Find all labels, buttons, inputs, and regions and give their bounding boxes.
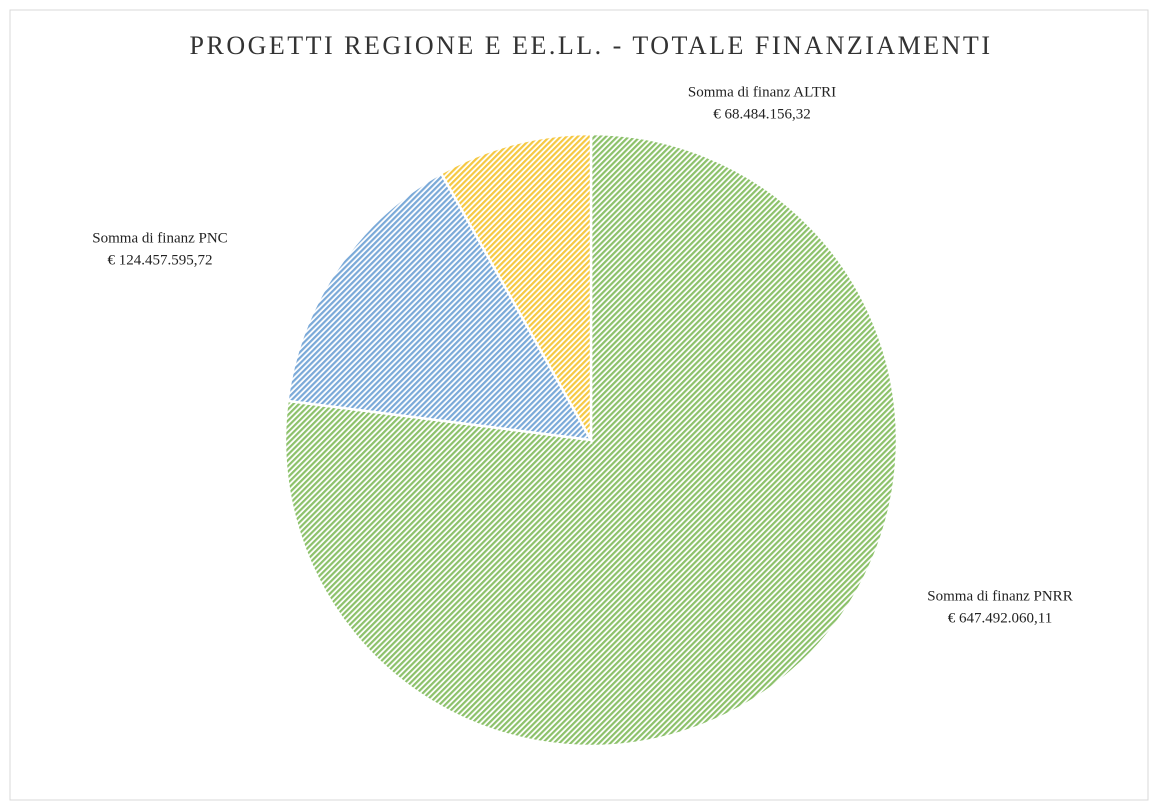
pie-slice — [286, 171, 594, 442]
slice-value-label: € 124.457.595,72 — [108, 252, 213, 268]
slice-label: Somma di finanz ALTRI — [688, 84, 836, 100]
slice-label: Somma di finanz PNC — [92, 230, 227, 246]
slice-label: Somma di finanz PNRR — [927, 588, 1072, 604]
pie-slice — [439, 132, 593, 445]
slice-value-label: € 68.484.156,32 — [713, 106, 811, 122]
chart-title: PROGETTI REGIONE E EE.LL. - TOTALE FINAN… — [190, 31, 993, 60]
slice-value-label: € 647.492.060,11 — [948, 610, 1052, 626]
